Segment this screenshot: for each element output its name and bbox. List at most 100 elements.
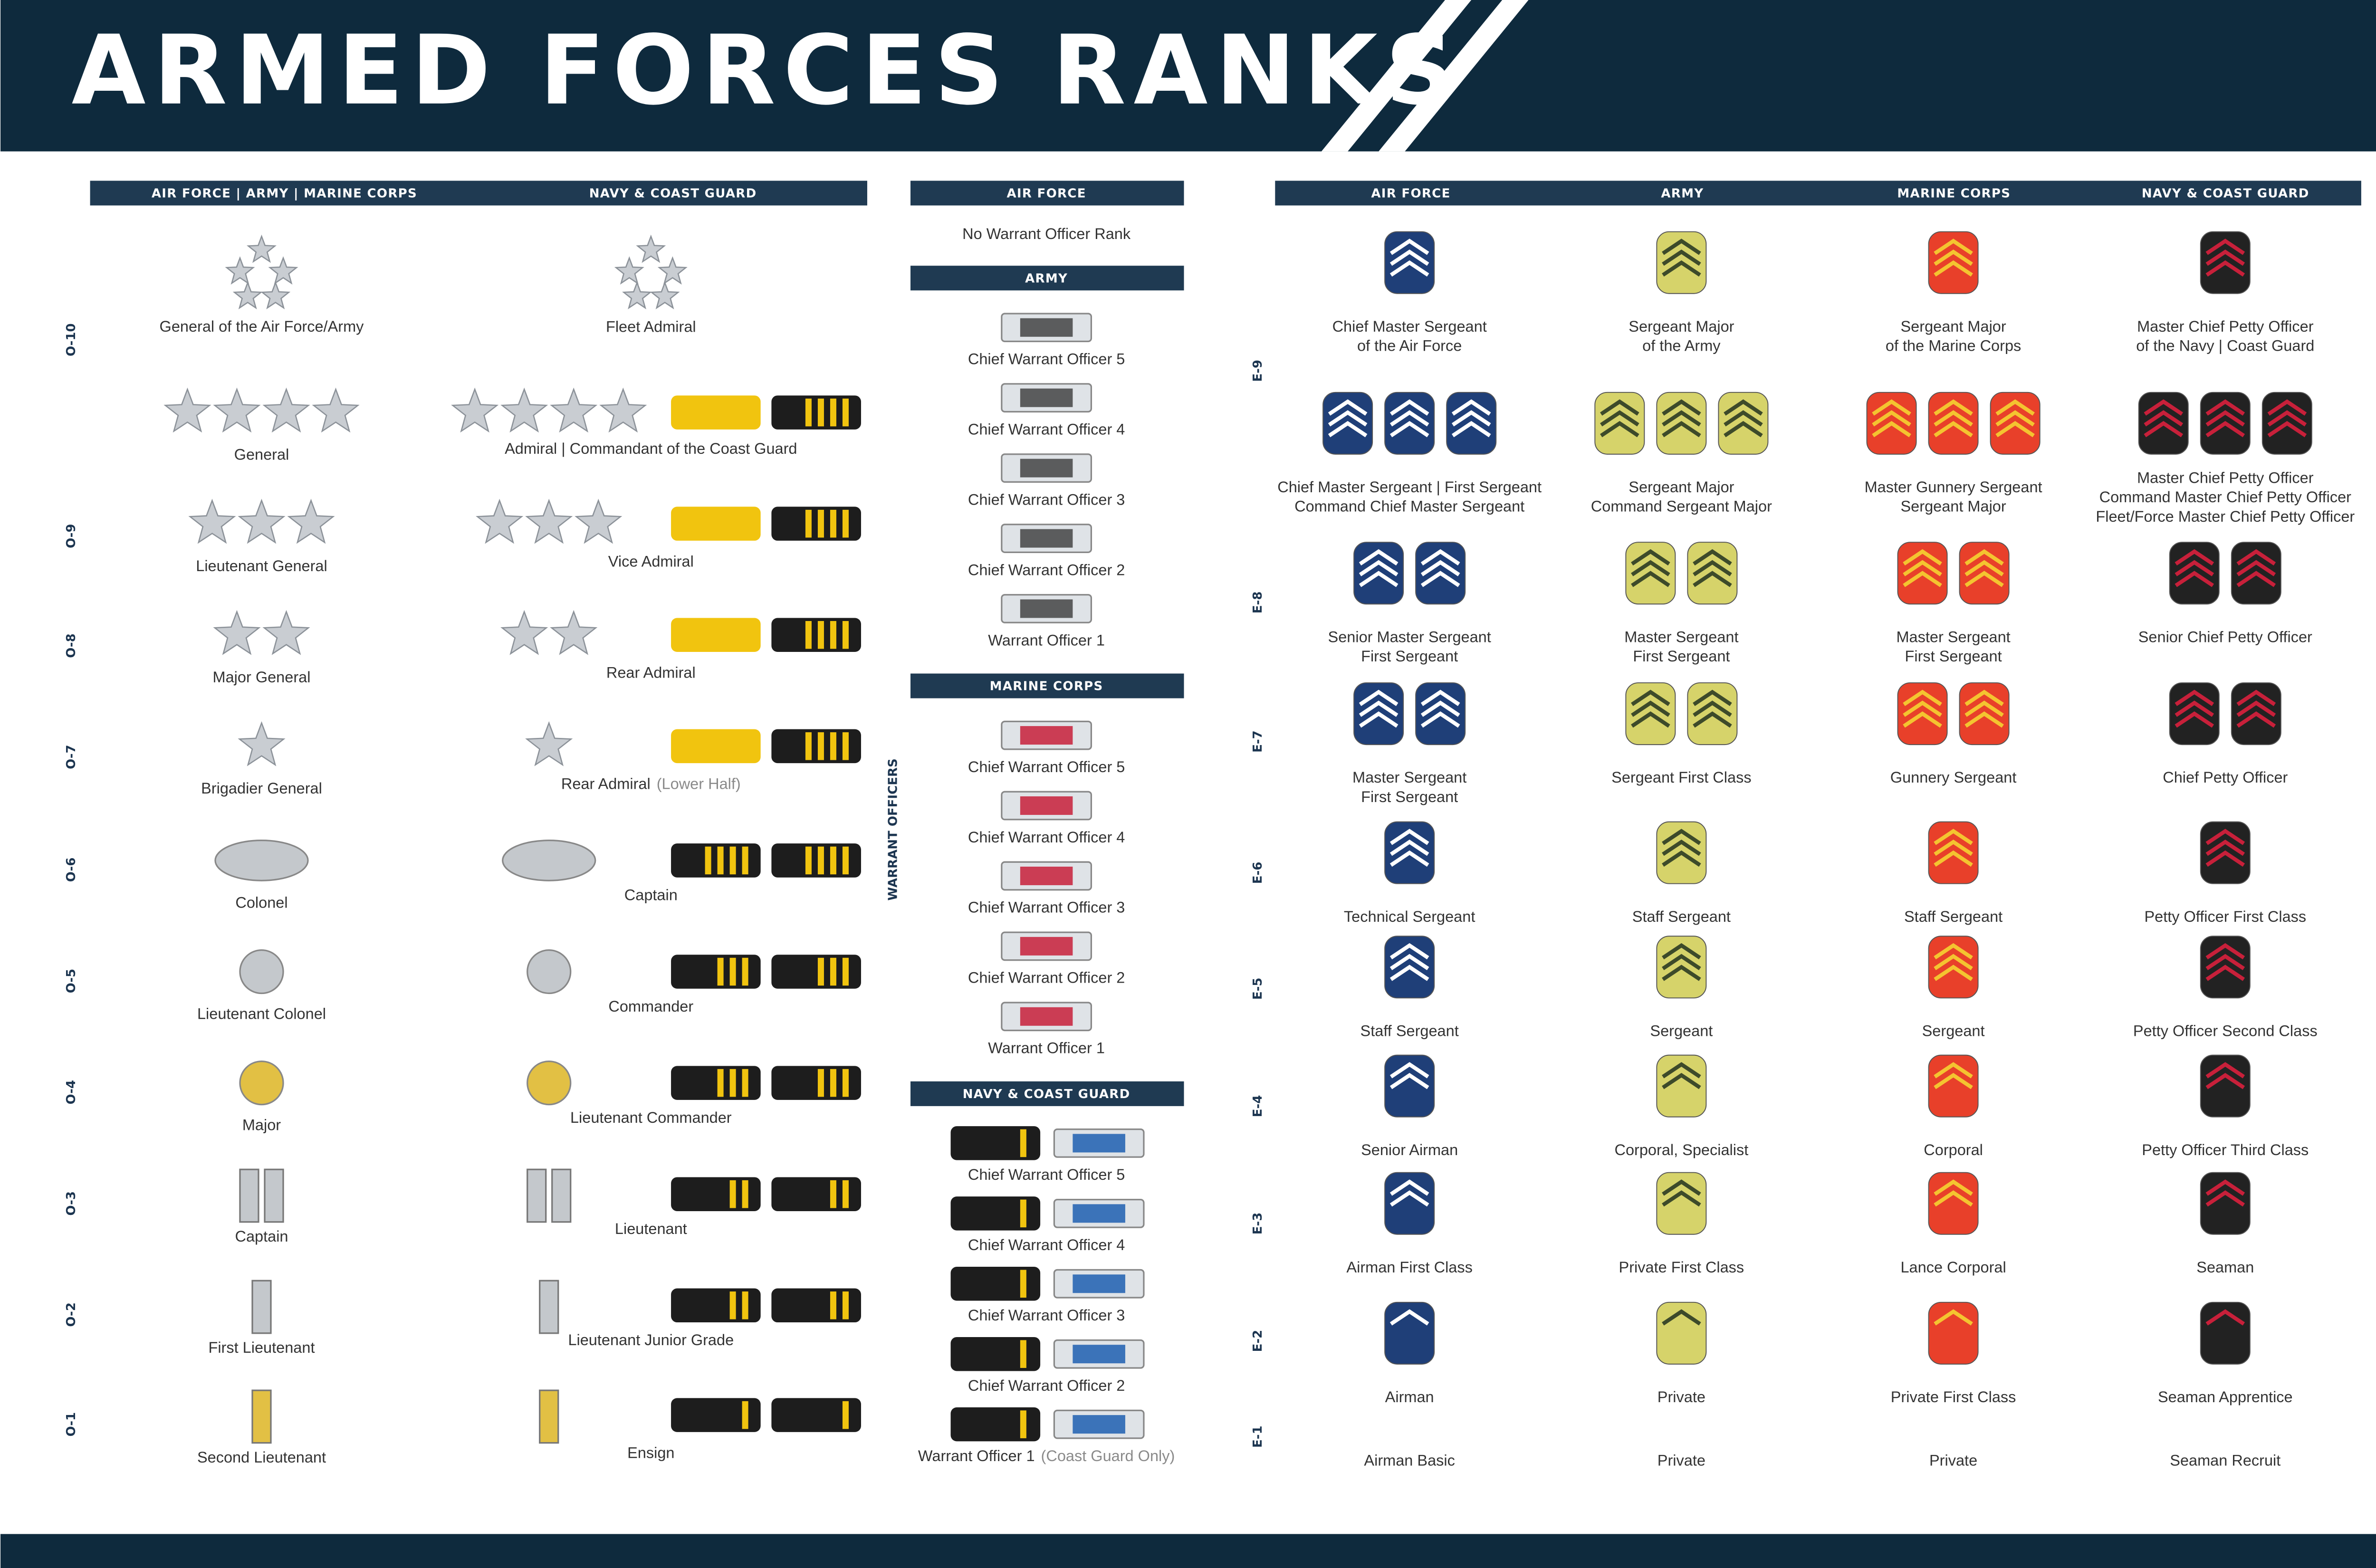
grade-label: E-1 — [1251, 1425, 1265, 1448]
chevron-icon — [1389, 943, 1429, 960]
star-icon — [260, 281, 291, 309]
chevron-icon — [2267, 421, 2307, 438]
stripe-icon — [842, 846, 849, 875]
rank-label: Sergeant Major — [1629, 478, 1734, 496]
chevron-icon — [2175, 560, 2214, 576]
rank-label: Chief Warrant Officer 3 — [968, 1307, 1125, 1324]
chevron-icon — [1903, 549, 1942, 566]
chevron-icon — [1662, 421, 1701, 438]
chevron-icon — [2205, 421, 2245, 438]
chevron-icon — [1389, 829, 1429, 845]
warrant-stripe-icon — [1020, 459, 1073, 478]
warrant-stripe-icon — [1073, 1134, 1125, 1153]
shoulder-board — [771, 1398, 861, 1432]
chevron-icon — [1662, 260, 1701, 277]
chevron-icon — [1693, 571, 1732, 587]
chevron-icon — [1451, 421, 1491, 438]
stripe-icon — [729, 957, 736, 986]
rank-label: Vice Admiral — [608, 553, 694, 570]
rank-label: Master Sergeant — [1896, 628, 2010, 645]
chevron-icon — [1359, 700, 1399, 717]
rank-name: Ensign — [627, 1444, 674, 1461]
rank-label: Chief Warrant Officer 5 — [968, 350, 1125, 367]
rank-name: Chief Warrant Officer 3 — [968, 899, 1125, 916]
bar-icon — [527, 1168, 547, 1223]
shoulder-board — [771, 507, 861, 541]
star-icon — [525, 721, 573, 766]
chevron-icon — [2267, 399, 2307, 416]
chevron-icon — [1934, 965, 1973, 981]
chevron-icon — [1420, 700, 1460, 717]
rank-label: Chief Warrant Officer 5 — [968, 1166, 1125, 1183]
rank-label: Petty Officer Second Class — [2133, 1022, 2318, 1039]
column-header: NAVY & COAST GUARD — [2142, 187, 2309, 201]
rank-label: Lance Corporal — [1900, 1259, 2006, 1276]
shoulder-board — [771, 1177, 861, 1211]
chevron-icon — [1995, 399, 2035, 416]
chevron-icon — [1872, 399, 1911, 416]
chevron-icon — [1662, 249, 1701, 266]
chevron-icon — [1662, 954, 1701, 970]
shoulder-board — [671, 955, 761, 989]
star-icon — [500, 387, 548, 433]
chevron-icon — [1389, 239, 1429, 255]
stripe — [1321, 0, 1472, 152]
chevron-icon — [1662, 1179, 1701, 1196]
rank-label: Lieutenant General — [196, 557, 327, 574]
chevron-icon — [1693, 689, 1732, 706]
chevron-icon — [1693, 700, 1732, 717]
column-header-bar — [90, 181, 867, 206]
chevron-icon — [2175, 571, 2214, 587]
rank-label: Private First Class — [1891, 1388, 2016, 1405]
grade-label: O-10 — [64, 323, 78, 356]
grade-label: O-2 — [64, 1302, 78, 1327]
rank-name: Captain — [624, 886, 678, 903]
grade-label: O-9 — [64, 524, 78, 548]
rank-label: No Warrant Officer Rank — [962, 225, 1131, 242]
chevron-icon — [1964, 571, 2004, 587]
chevron-icon — [2175, 689, 2214, 706]
rank-label: Commander — [608, 997, 693, 1014]
chevron-icon — [1903, 560, 1942, 576]
chevron-icon — [1600, 410, 1639, 427]
rank-label: Sergeant Major — [1900, 498, 2006, 515]
chevron-icon — [1934, 239, 1973, 255]
shoulder-board — [771, 618, 861, 652]
grade-label: E-4 — [1251, 1095, 1265, 1118]
rank-label: Corporal — [1924, 1141, 1983, 1158]
stripe-icon — [842, 732, 849, 760]
warrant-stripe-icon — [1020, 318, 1073, 337]
column-header: ARMY — [1661, 187, 1704, 201]
chevron-icon — [1389, 954, 1429, 970]
star-icon — [575, 498, 623, 544]
stripe-icon — [842, 1401, 849, 1429]
chevron-icon — [1934, 943, 1973, 960]
chevron-icon — [2236, 700, 2276, 717]
grade-label: E-9 — [1251, 360, 1265, 382]
rank-label: Petty Officer First Class — [2144, 908, 2306, 925]
grade-label: E-2 — [1251, 1330, 1265, 1352]
shoulder-board — [771, 1288, 861, 1323]
rank-label: Sergeant First Class — [1611, 769, 1751, 786]
rank-label: Rear Admiral — [606, 664, 696, 681]
chevron-icon — [2205, 954, 2245, 970]
stripe-icon — [729, 1069, 736, 1097]
rank-label: Major General — [213, 669, 311, 686]
rank-label: Chief Warrant Officer 2 — [968, 561, 1125, 578]
star-icon — [287, 498, 335, 544]
grade-label: E-8 — [1251, 592, 1265, 614]
shoulder-board — [671, 618, 761, 652]
chevron-icon — [1872, 421, 1911, 438]
chevron-icon — [2205, 399, 2245, 416]
chevron-icon — [2205, 260, 2245, 277]
section-header: ARMY — [1025, 271, 1068, 286]
rank-label: Airman Basic — [1364, 1452, 1455, 1469]
stripe-icon — [805, 846, 812, 875]
chevron-icon — [1420, 571, 1460, 587]
rank-name: Chief Warrant Officer 3 — [968, 491, 1125, 508]
footer-band — [0, 1534, 2376, 1568]
stripe-icon — [742, 846, 748, 875]
star-icon — [476, 498, 524, 544]
rank-name: Admiral | Commandant of the Coast Guard — [505, 440, 797, 457]
